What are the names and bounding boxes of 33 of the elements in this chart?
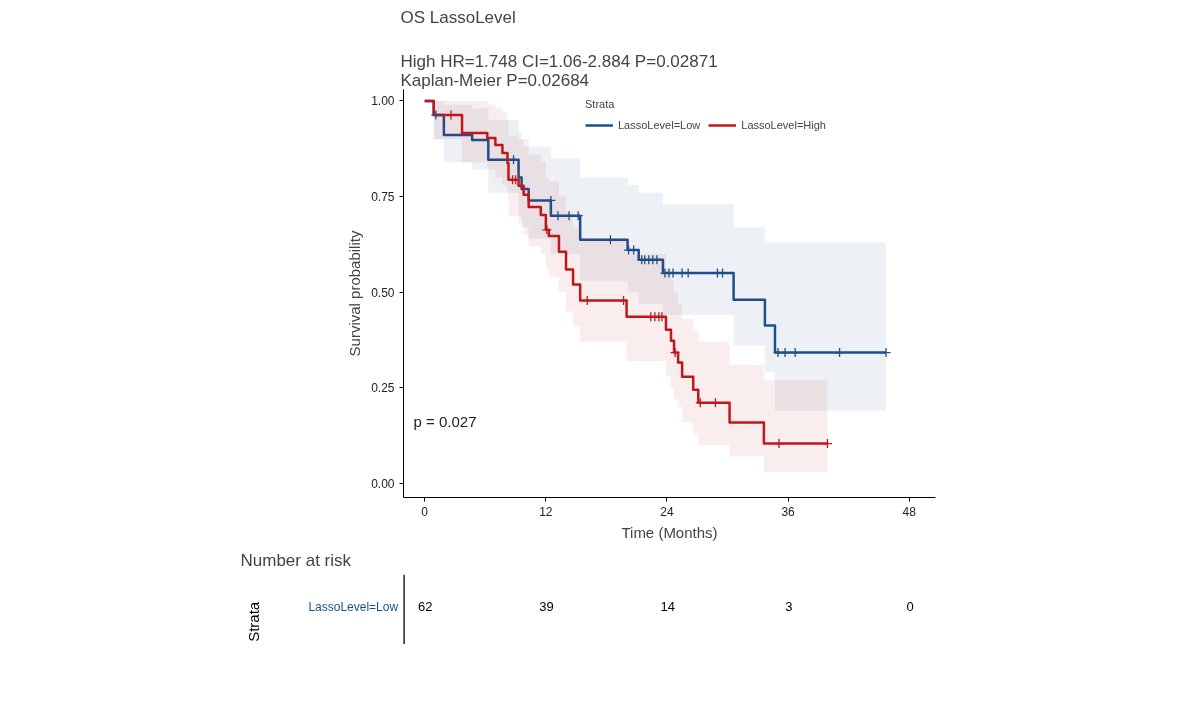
point (552, 210, 564, 221)
point (880, 347, 892, 358)
y-tick-label: 0.00 (371, 476, 395, 491)
data-label: 39 (539, 599, 554, 615)
y-tick-label: 0.25 (371, 381, 395, 396)
data-label: 0 (906, 599, 914, 615)
x-axis-title: Time (Months) (621, 523, 718, 541)
data-label: 14 (660, 599, 675, 615)
point (430, 109, 441, 121)
point (669, 347, 681, 358)
data-label: 62 (418, 599, 433, 615)
y-tick-label: 0.50 (371, 285, 395, 300)
legend-label: LassoLevel=Low (308, 599, 399, 614)
data-label: 3 (785, 599, 793, 615)
annotation: p = 0.027 (413, 412, 477, 430)
point (508, 154, 519, 166)
text: Number at risk (240, 550, 352, 570)
y-axis-title: Survival probability (346, 230, 364, 357)
y-tick-label: 0.75 (371, 190, 395, 205)
chart-title: OS LassoLevel (400, 7, 516, 27)
x-tick-label: 48 (902, 504, 917, 519)
legend-title: Strata (585, 98, 616, 110)
text: Strata (244, 601, 262, 642)
legend-label: LassoLevel=High (741, 119, 826, 131)
x-tick-label: 12 (539, 504, 553, 519)
x-tick-label: 24 (660, 504, 674, 519)
x-tick-label: 0 (421, 504, 429, 519)
x-tick-label: 36 (781, 504, 796, 519)
point (545, 195, 557, 206)
legend-label: LassoLevel=Low (618, 119, 701, 131)
chart-subtitle: High HR=1.748 CI=1.06-2.884 P=0.02871 Kaplan-Meier P=0.02684 (400, 51, 718, 90)
y-tick-label: 1.00 (371, 94, 395, 109)
point (773, 438, 785, 449)
